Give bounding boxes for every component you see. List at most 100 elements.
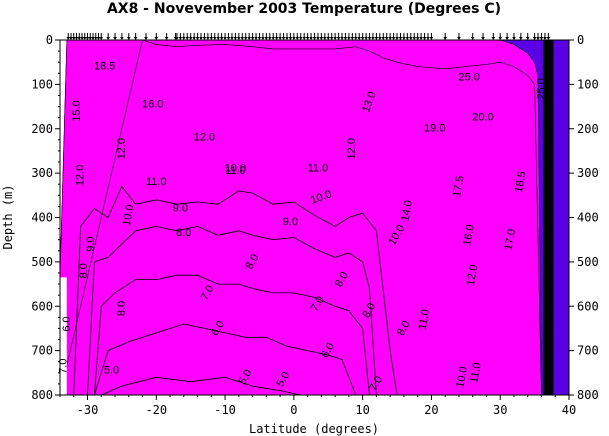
x-tick-label: 40 [562,403,576,417]
x-axis-label: Latitude (degrees) [249,422,379,436]
isotherm-label: 8.0 [116,301,128,316]
station-marker [512,33,516,40]
isotherm-label: 10.0 [225,163,246,175]
station-marker [206,33,210,40]
station-marker [274,33,279,40]
station-marker [202,33,207,40]
station-marker [195,33,200,40]
x-tick-label: 0 [290,403,297,417]
isotherm-label: 18.5 [94,61,115,73]
station-marker [388,33,392,40]
isotherm-9 [73,185,398,395]
station-marker [285,33,289,40]
x-tick-label: 10 [355,403,369,417]
station-marker [364,33,368,40]
y-tick-label-right: 0 [577,33,584,47]
isotherm-label: 11.0 [468,362,483,384]
y-tick-label-right: 600 [577,299,599,313]
station-marker [319,33,324,40]
y-tick-label-right: 800 [577,388,599,402]
station-marker [429,33,434,40]
x-tick-label: 20 [424,403,438,417]
station-marker [398,33,403,40]
station-marker [216,33,221,40]
station-marker [422,33,427,40]
x-tick-label: -20 [145,403,167,417]
station-marker [457,33,461,40]
y-tick-label: 600 [31,299,53,313]
station-marker [481,33,485,40]
station-marker [240,33,245,40]
station-marker [80,33,84,40]
station-marker [350,33,355,40]
station-marker [374,33,379,40]
station-marker [182,33,186,40]
station-marker [154,33,159,40]
station-marker [402,33,406,40]
station-marker [106,33,110,40]
north-ocean-strip [553,40,569,395]
station-marker [333,33,337,40]
station-marker [250,33,255,40]
station-marker [267,33,272,40]
station-marker [120,33,124,40]
chart-title: AX8 - Novevember 2003 Temperature (Degre… [107,1,501,17]
y-axis-right: 0 100 200 300 400 500 600 700 800 [569,33,599,402]
isotherm-label: 8.0 [78,263,90,278]
station-marker [237,33,241,40]
plot-area: 18.516.015.012.012.011.012.0 10.011.0 11.0… [57,39,570,396]
station-marker [298,33,303,40]
station-marker [405,33,410,40]
station-marker [539,33,544,40]
station-marker [82,33,87,40]
station-marker [254,33,258,40]
station-marker [192,33,196,40]
isotherm-8 [87,225,377,395]
isotherm-label: 11.0 [146,176,167,188]
station-marker [93,33,98,40]
station-marker [408,33,413,40]
station-marker [99,33,104,40]
station-marker [288,33,293,40]
station-marker [212,33,217,40]
station-marker [347,33,351,40]
isotherm-label: 12.0 [465,264,481,287]
x-axis: -30 -20 -10 0 10 20 30 40 [59,395,576,417]
isotherm-label: 20.0 [472,112,493,124]
station-marker [126,33,131,40]
station-markers [66,33,551,40]
station-marker [223,33,227,40]
station-marker [243,33,248,40]
station-marker [536,33,540,40]
south-land [60,277,67,395]
station-marker [491,33,496,40]
station-marker [532,33,537,40]
station-marker [261,33,265,40]
y-tick-label-right: 400 [577,211,599,225]
station-marker [295,33,300,40]
station-marker [384,33,389,40]
station-marker [419,33,423,40]
isotherm-label: 18.5 [513,170,529,193]
isotherm-label: 6.0 [61,316,73,331]
x-tick-label: -30 [77,403,99,417]
station-marker [309,33,313,40]
station-marker [292,33,296,40]
station-marker [316,33,320,40]
isotherm-label: 9.0 [283,216,298,228]
isotherm-label: 12.0 [116,138,128,159]
station-marker [391,33,396,40]
land-masks [60,40,569,395]
station-marker [343,33,348,40]
isotherm-label: 10.0 [455,366,471,389]
station-marker [278,33,282,40]
x-tick-label: -10 [214,403,236,417]
isotherm-label: 7.0 [57,359,69,374]
station-marker [188,33,193,40]
y-tick-label: 0 [46,33,53,47]
station-marker [412,33,417,40]
station-marker [336,33,341,40]
station-marker [219,33,224,40]
y-tick-label: 400 [31,211,53,225]
station-marker [443,33,447,40]
